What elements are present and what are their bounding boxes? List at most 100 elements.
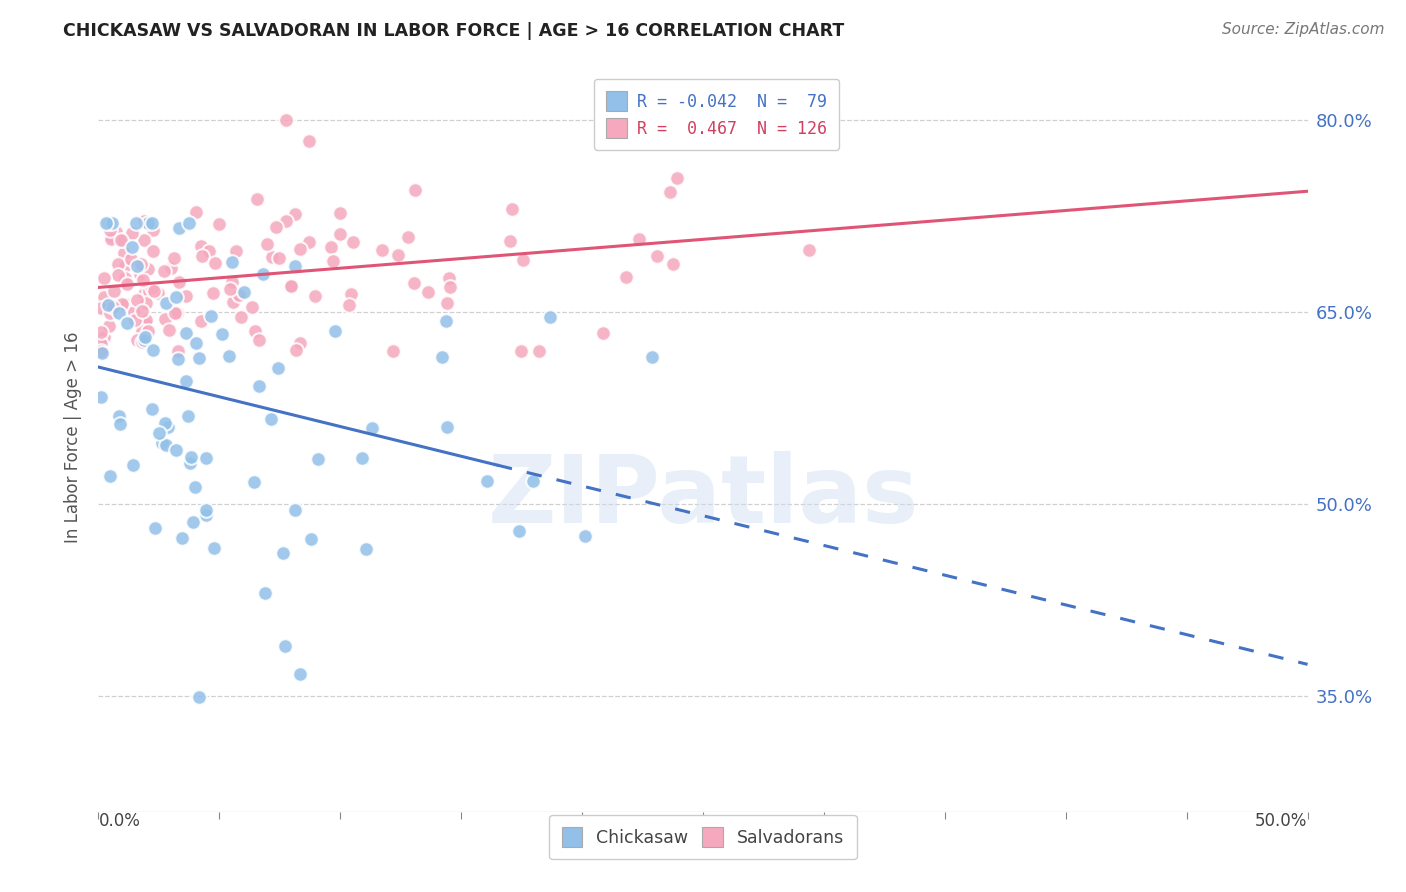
Point [153,417,176,431]
Point [510,343,533,358]
Point [131,303,153,318]
Point [167,275,190,289]
Point [186,335,208,350]
Point [274,214,297,228]
Point [436,295,458,310]
Point [288,666,311,681]
Point [280,279,302,293]
Point [361,421,384,435]
Point [340,286,363,301]
Point [101,215,124,229]
Point [91,346,114,360]
Point [499,234,522,248]
Point [280,278,302,293]
Point [184,205,207,219]
Point [107,257,129,271]
Point [136,215,159,229]
Point [243,475,266,490]
Point [184,480,207,494]
Point [512,252,534,267]
Point [437,270,460,285]
Point [138,284,160,298]
Point [627,231,650,245]
Point [436,419,458,434]
Point [174,375,197,389]
Point [142,244,165,259]
Point [132,214,155,228]
Point [304,289,326,303]
Point [114,260,136,274]
Point [252,267,274,281]
Point [121,240,143,254]
Point [195,503,218,517]
Point [645,249,668,263]
Point [157,323,180,337]
Point [219,282,242,296]
Point [97,319,120,334]
Point [337,298,360,312]
Point [93,290,115,304]
Point [131,324,153,338]
Point [141,215,163,229]
Point [260,412,283,426]
Point [267,360,290,375]
Point [204,256,226,270]
Point [354,542,377,557]
Point [284,260,307,274]
Point [352,450,374,465]
Point [190,239,212,253]
Text: ZIPatlas: ZIPatlas [488,451,918,543]
Point [112,233,135,247]
Point [229,310,252,325]
Point [188,351,211,365]
Point [100,232,122,246]
Point [136,262,159,277]
Point [371,243,394,257]
Point [166,343,188,358]
Point [298,134,321,148]
Point [124,305,146,319]
Point [148,286,170,301]
Point [188,690,211,705]
Point [110,233,132,247]
Point [439,280,461,294]
Point [90,343,112,358]
Point [436,314,458,328]
Point [107,268,129,282]
Point [136,324,159,338]
Point [131,256,153,270]
Point [180,450,202,464]
Point [179,456,201,470]
Point [475,474,498,488]
Point [162,251,184,265]
Point [201,285,224,300]
Point [176,409,198,424]
Point [112,245,135,260]
Point [228,288,250,302]
Point [155,437,177,451]
Point [122,458,145,472]
Legend: Chickasaw, Salvadorans: Chickasaw, Salvadorans [550,815,856,859]
Point [125,215,148,229]
Point [264,219,287,234]
Point [225,244,247,259]
Point [176,288,198,302]
Point [200,309,222,323]
Point [538,310,561,325]
Point [501,202,523,216]
Y-axis label: In Labor Force | Age > 16: In Labor Force | Age > 16 [65,331,83,543]
Point [134,330,156,344]
Point [93,330,115,344]
Point [124,313,146,327]
Point [614,270,637,285]
Point [430,351,453,365]
Point [208,217,231,231]
Point [98,215,121,229]
Point [194,508,217,523]
Point [135,312,157,326]
Point [153,312,176,326]
Point [342,235,364,249]
Point [246,193,269,207]
Point [396,230,419,244]
Point [696,135,718,149]
